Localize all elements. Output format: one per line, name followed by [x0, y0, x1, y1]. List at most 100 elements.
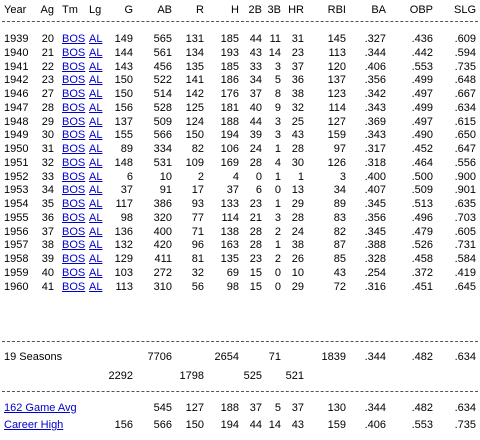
cell[interactable]: AL [89, 198, 103, 210]
cell[interactable]: BOS [62, 266, 86, 279]
cell: 1950 [4, 143, 29, 155]
cell[interactable]: BOS [62, 184, 86, 197]
cell[interactable]: AL [89, 184, 103, 197]
cell: 0 [274, 280, 281, 293]
footer-link[interactable]: 162 Game Avg [4, 402, 77, 414]
cell[interactable]: AL [89, 239, 103, 252]
cell[interactable]: AL [89, 46, 103, 59]
cell[interactable]: BOS [62, 129, 86, 142]
separator [2, 391, 478, 392]
cell[interactable]: AL [89, 74, 103, 87]
cell: .436 [411, 33, 433, 45]
cell[interactable]: BOS [62, 211, 86, 224]
cell[interactable]: AL [89, 101, 103, 114]
column-header: AB [157, 4, 172, 16]
cell[interactable]: AL [89, 280, 103, 293]
cell[interactable]: AL [89, 88, 103, 100]
cell: 4 [274, 156, 281, 169]
cell: 28 [249, 225, 262, 238]
cell: .316 [364, 280, 386, 293]
cell: .345 [364, 198, 386, 210]
cell: .703 [454, 211, 476, 224]
cell: 40 [249, 101, 262, 114]
cell: 124 [185, 115, 204, 128]
footer-cell: 127 [185, 402, 204, 414]
cell[interactable]: BOS [62, 253, 86, 265]
totals-cell: 2654 [214, 351, 239, 363]
cell[interactable]: BOS [62, 60, 86, 73]
cell: 40 [41, 266, 54, 279]
cell: 81 [191, 253, 204, 265]
cell: 21 [41, 46, 54, 59]
cell[interactable]: AL [89, 253, 103, 265]
cell[interactable]: BOS [62, 143, 86, 155]
cell[interactable]: AL [89, 129, 103, 142]
cell[interactable]: BOS [62, 101, 86, 114]
cell: .342 [364, 88, 386, 100]
cell: 32 [191, 266, 204, 279]
cell: 36 [291, 74, 304, 87]
footer-cell: .553 [411, 419, 433, 431]
cell: 159 [327, 129, 346, 142]
cell: 37 [291, 60, 304, 73]
cell[interactable]: BOS [62, 33, 86, 45]
cell[interactable]: AL [89, 143, 103, 155]
cell: .496 [411, 211, 433, 224]
separator [2, 21, 478, 22]
cell: 145 [327, 33, 346, 45]
cell: 1952 [4, 170, 29, 183]
cell: 28 [249, 239, 262, 252]
cell: 143 [114, 60, 133, 73]
cell: 82 [333, 225, 346, 238]
cell: .509 [411, 184, 433, 197]
cell: 1946 [4, 88, 29, 100]
cell[interactable]: BOS [62, 198, 86, 210]
footer-cell: 14 [268, 419, 281, 431]
cell: 125 [185, 101, 204, 114]
cell: .584 [454, 253, 476, 265]
cell[interactable]: BOS [62, 170, 86, 183]
cell: 34 [41, 184, 54, 197]
cell: 1953 [4, 184, 29, 197]
footer-link[interactable]: Career High [4, 419, 64, 431]
cell[interactable]: AL [89, 211, 103, 224]
cell: 114 [328, 101, 346, 114]
cell: 97 [333, 143, 346, 155]
footer-cell: 37 [291, 402, 304, 414]
totals-cell: .482 [411, 351, 433, 363]
cell[interactable]: BOS [62, 280, 86, 293]
column-header: Lg [89, 4, 102, 16]
totals-cell: 7706 [147, 351, 172, 363]
column-header: Year [4, 4, 27, 16]
cell: 11 [269, 33, 281, 45]
cell: 133 [220, 198, 239, 210]
footer-cell: 545 [153, 402, 172, 414]
cell: 148 [114, 156, 133, 169]
cell[interactable]: BOS [62, 74, 86, 87]
cell[interactable]: BOS [62, 225, 86, 238]
cell[interactable]: BOS [62, 239, 86, 252]
cell: .343 [364, 101, 386, 114]
cell: 1954 [4, 198, 29, 210]
cell[interactable]: AL [89, 33, 103, 45]
cell: 272 [153, 266, 172, 279]
cell: 93 [191, 198, 204, 210]
cell[interactable]: AL [89, 60, 103, 73]
cell[interactable]: AL [89, 115, 103, 128]
totals-cell: 525 [243, 370, 262, 382]
cell[interactable]: BOS [62, 46, 86, 59]
cell: .513 [411, 198, 433, 210]
cell: 8 [274, 88, 281, 100]
cell[interactable]: AL [89, 156, 103, 169]
cell: 509 [153, 115, 172, 128]
cell: 1940 [4, 46, 29, 59]
cell[interactable]: BOS [62, 156, 86, 169]
totals-cell: 1798 [179, 370, 204, 382]
footer-cell: .634 [454, 402, 476, 414]
cell[interactable]: AL [89, 170, 103, 183]
cell: .317 [364, 143, 386, 155]
cell[interactable]: AL [89, 225, 103, 238]
cell[interactable]: BOS [62, 88, 86, 100]
cell[interactable]: AL [89, 266, 103, 279]
cell[interactable]: BOS [62, 115, 86, 128]
